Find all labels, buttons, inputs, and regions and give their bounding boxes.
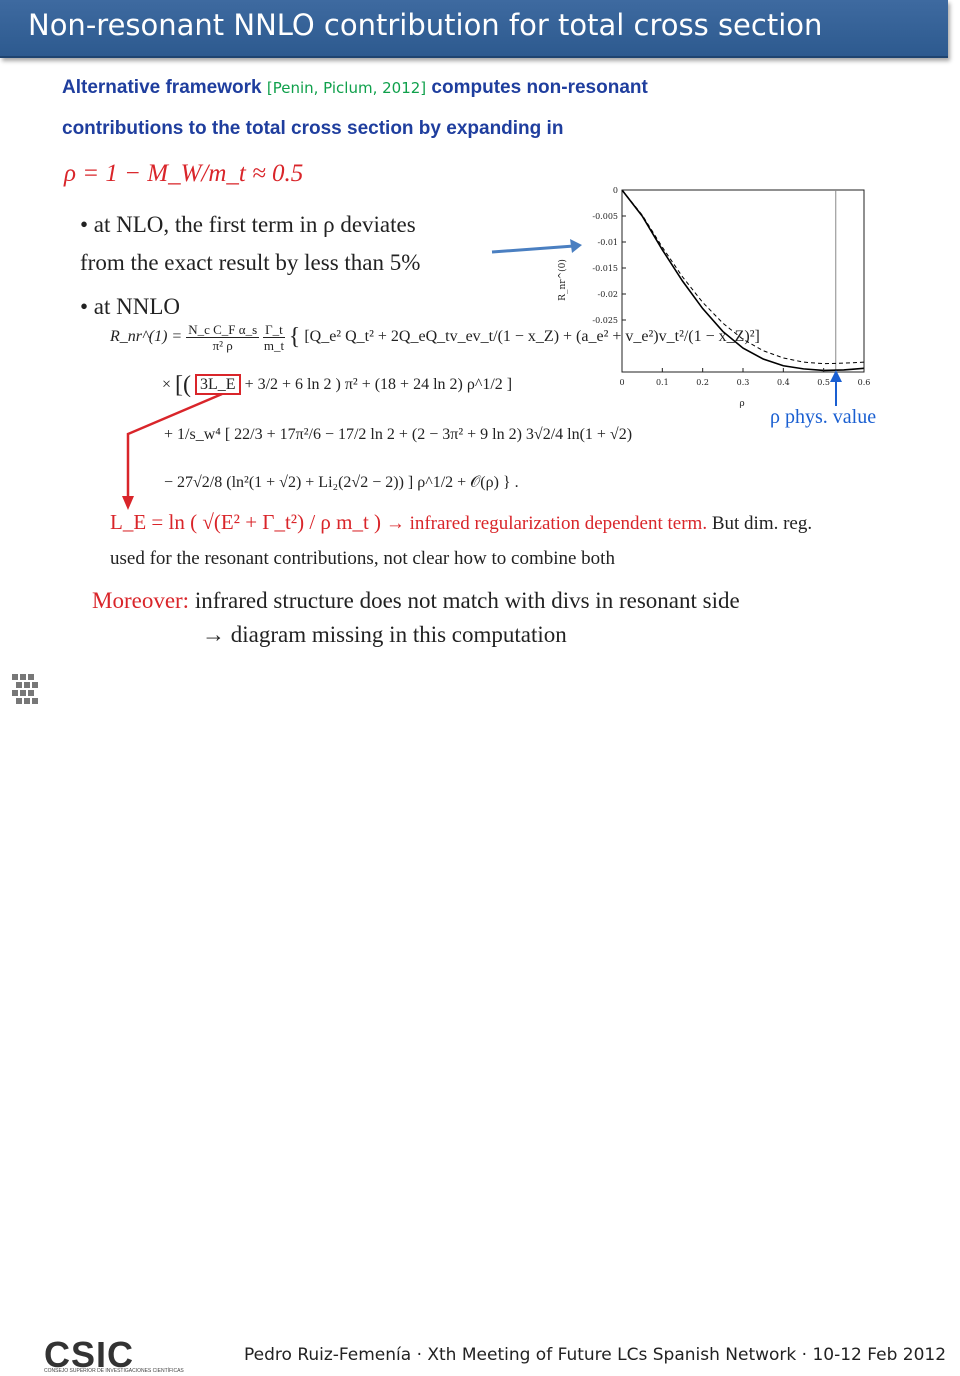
le-definition-line-2: used for the resonant contributions, not… <box>110 548 615 569</box>
nlo-bullet-line-2: from the exact result by less than 5% <box>80 250 421 275</box>
rnr-plot: 0 0.1 0.2 0.3 0.4 0.5 0.6 0 -0.005 -0.01 -0.015 -0… <box>557 186 870 409</box>
formula-prefactor: N_c C_F α_s π² ρ <box>186 322 260 353</box>
series-line-dashed <box>621 189 865 365</box>
rho-definition: ρ = 1 − M_W/m_t ≈ 0.5 <box>64 160 304 187</box>
csic-logo-subtext: CONSEJO SUPERIOR DE INVESTIGACIONES CIEN… <box>44 1368 184 1374</box>
phys-value-label: ρ phys. value <box>770 406 877 428</box>
intro-line-1: Alternative framework [Penin, Piclum, 20… <box>62 77 648 99</box>
y-tick-label: -0.015 <box>592 264 618 273</box>
boxed-term-le: 3L_E <box>195 374 241 396</box>
citation: [Penin, Piclum, 2012] <box>266 79 427 97</box>
y-tick-label: -0.005 <box>592 212 618 221</box>
csic-logo-mark <box>12 674 38 704</box>
slide-title: Non-resonant NNLO contribution for total… <box>28 8 823 42</box>
le-definition: L_E = ln ( √(E² + Γ_t²) / ρ m_t ) → infr… <box>110 510 812 535</box>
y-axis-label: R_nr^(0) <box>557 259 568 301</box>
formula-line-1: R_nr^(1) = N_c C_F α_s π² ρ Γ_t m_t { [Q_e… <box>110 322 760 353</box>
x-axis-ticks: 0 0.1 0.2 0.3 0.4 0.5 0.6 <box>619 368 870 387</box>
moreover-text: infrared structure does not match with d… <box>194 588 740 613</box>
nlo-bullet-line-1: • at NLO, the first term in ρ deviates <box>80 212 416 237</box>
y-axis-ticks: 0 -0.005 -0.01 -0.015 -0.02 -0.025 <box>592 186 626 325</box>
moreover-line-2: → diagram missing in this computation <box>202 622 567 647</box>
arrow-to-chart <box>491 239 582 254</box>
x-tick-label: 0.6 <box>858 378 871 387</box>
x-tick-label: 0 <box>619 378 624 387</box>
formula-line-4: − 27√2/8 (ln²(1 + √2) + Li₂(2√2 − 2)) ] … <box>164 474 519 491</box>
x-tick-label: 0.3 <box>737 378 750 387</box>
formula-line2-rest: + 3/2 + 6 ln 2 ) π² + (18 + 24 ln 2) ρ^1… <box>244 376 513 394</box>
formula-line-3: + 1/s_w⁴ [ 22/3 + 17π²/6 − 17/2 ln 2 + (… <box>164 426 633 443</box>
le-arrow-text: → infrared regularization dependent term… <box>385 513 708 534</box>
footer-text: Pedro Ruiz-Femenía · Xth Meeting of Futu… <box>244 1345 947 1365</box>
y-tick-label: 0 <box>613 186 618 195</box>
moreover-line-1: Moreover: infrared structure does not ma… <box>92 588 740 614</box>
y-tick-label: -0.025 <box>592 316 618 325</box>
formula-lhs: R_nr^(1) = <box>110 328 183 346</box>
x-tick-label: 0.2 <box>696 378 709 387</box>
phys-value-arrow <box>830 370 842 406</box>
moreover-label: Moreover: <box>92 588 190 613</box>
intro-line1-post: computes non-resonant <box>426 77 648 98</box>
x-tick-label: 0.1 <box>656 378 669 387</box>
intro-line-2: contributions to the total cross section… <box>62 118 564 139</box>
le-lhs: L_E = ln ( √(E² + Γ_t²) / ρ m_t ) <box>110 510 382 534</box>
x-tick-label: 0.5 <box>817 378 830 387</box>
formula-line-2: × [( 3L_E + 3/2 + 6 ln 2 ) π² + (18 + 24… <box>162 372 513 398</box>
plot-area <box>621 189 865 373</box>
red-arrow-to-le <box>122 392 223 510</box>
y-tick-label: -0.01 <box>597 238 618 247</box>
x-axis-label: ρ <box>739 399 744 409</box>
intro-line1-pre: Alternative framework <box>62 77 267 98</box>
title-bar: Non-resonant NNLO contribution for total… <box>0 0 948 58</box>
plot-frame <box>621 189 865 373</box>
y-tick-label: -0.02 <box>597 290 618 299</box>
nnlo-bullet: • at NNLO <box>80 294 181 319</box>
le-rest: But dim. reg. <box>711 513 813 534</box>
x-tick-label: 0.4 <box>777 378 790 387</box>
formula-gamma-ratio: Γ_t m_t <box>263 322 285 353</box>
series-line-solid <box>621 189 865 372</box>
formula-bracket-1: [Q_e² Q_t² + 2Q_eQ_tv_ev_t/(1 − x_Z) + (… <box>304 328 760 346</box>
footer: CSIC CONSEJO SUPERIOR DE INVESTIGACIONES… <box>0 668 960 1375</box>
